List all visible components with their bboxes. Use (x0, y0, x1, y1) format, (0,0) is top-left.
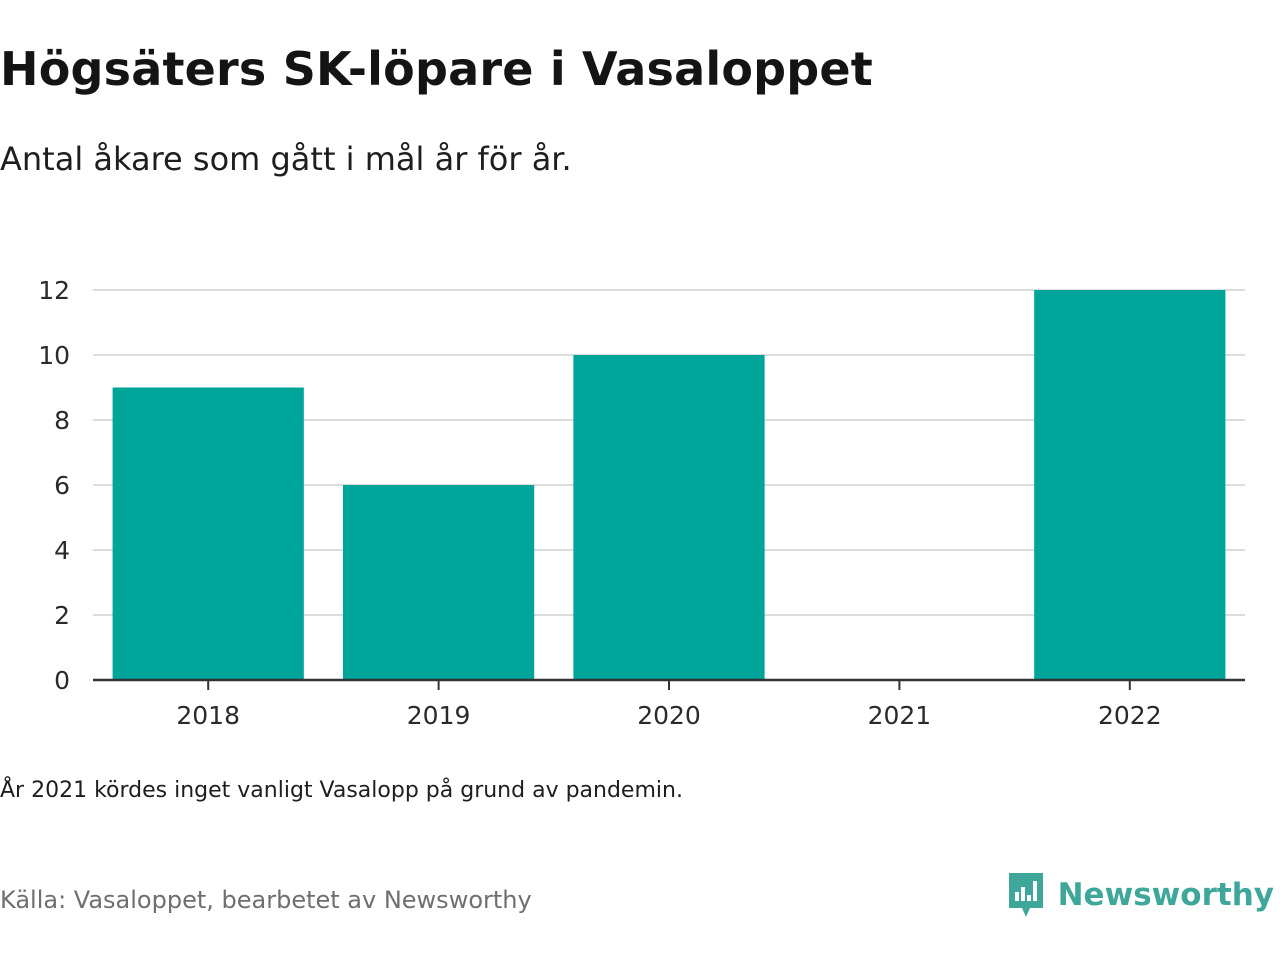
y-tick-label: 8 (54, 406, 70, 435)
brand-name: Newsworthy (1057, 877, 1274, 913)
bar-2019 (342, 485, 535, 680)
y-tick-label: 4 (54, 536, 70, 565)
y-tick-label: 10 (38, 341, 70, 370)
x-tick-label: 2019 (407, 701, 471, 730)
y-tick-label: 0 (54, 666, 70, 695)
x-tick-label: 2018 (176, 701, 240, 730)
bar-2022 (1034, 290, 1226, 680)
source-text: Källa: Vasaloppet, bearbetet av Newswort… (0, 886, 532, 914)
newsworthy-logo-icon (1008, 873, 1043, 917)
y-tick-label: 2 (54, 601, 70, 630)
x-tick-label: 2020 (637, 701, 701, 730)
bars (112, 290, 1226, 680)
bar-chart: 0 2 4 6 8 10 12 2018 2019 2020 2021 2022 (38, 276, 1245, 730)
y-tick-label: 12 (38, 276, 70, 305)
axes: 0 2 4 6 8 10 12 2018 2019 2020 2021 2022 (38, 276, 1245, 730)
y-tick-label: 6 (54, 471, 70, 500)
chart-note: År 2021 kördes inget vanligt Vasalopp på… (0, 778, 683, 803)
bar-2020 (573, 355, 765, 680)
brand-logo: Newsworthy (1006, 870, 1274, 920)
chart-title: Högsäters SK-löpare i Vasaloppet (0, 42, 873, 96)
x-tick-label: 2022 (1098, 701, 1162, 730)
bar-2018 (112, 387, 304, 680)
x-tick-label: 2021 (868, 701, 932, 730)
chart-subtitle: Antal åkare som gått i mål år för år. (0, 140, 572, 178)
